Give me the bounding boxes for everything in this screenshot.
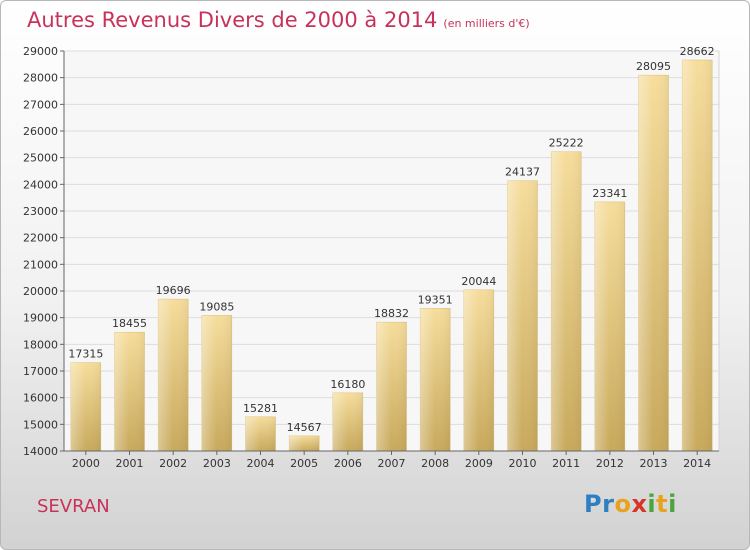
y-tick-label: 19000 <box>23 312 58 325</box>
y-tick-label: 17000 <box>23 365 58 378</box>
bar-value-label: 16180 <box>330 378 365 391</box>
bar-value-label: 24137 <box>505 166 540 179</box>
x-tick-label: 2011 <box>552 457 580 470</box>
x-tick-label: 2008 <box>421 457 449 470</box>
bar-value-label: 18455 <box>112 317 147 330</box>
bar-highlight <box>245 416 276 451</box>
bar-highlight <box>332 392 363 451</box>
y-tick-label: 26000 <box>23 125 58 138</box>
bar-highlight <box>463 289 494 451</box>
bar-highlight <box>114 332 145 451</box>
x-tick-label: 2013 <box>640 457 668 470</box>
bar-value-label: 19696 <box>156 284 191 297</box>
logo-letter: i <box>668 490 677 518</box>
y-tick-label: 27000 <box>23 98 58 111</box>
bar-value-label: 28095 <box>636 60 671 73</box>
bar-layer: 17315 18455 19696 19085 15281 14567 16180 18832… <box>68 45 715 452</box>
logo-letter: t <box>656 490 669 518</box>
x-tick-label: 2010 <box>509 457 537 470</box>
bar-value-label: 23341 <box>592 187 627 200</box>
y-tick-label: 25000 <box>23 152 58 165</box>
y-tick-label: 18000 <box>23 338 58 351</box>
bar-highlight <box>420 308 451 451</box>
logo-letter: o <box>614 490 632 518</box>
y-tick-label: 24000 <box>23 178 58 191</box>
logo-letter: x <box>631 490 648 518</box>
proxiti-logo: Proxiti <box>584 490 677 518</box>
logo-letter: i <box>647 490 657 518</box>
bar-value-label: 15281 <box>243 402 278 415</box>
bar-highlight <box>201 315 232 451</box>
bar-highlight <box>638 75 669 451</box>
x-tick-label: 2007 <box>378 457 406 470</box>
x-tick-label: 2002 <box>159 457 187 470</box>
bar-value-label: 14567 <box>287 421 322 434</box>
bar-value-label: 17315 <box>68 348 103 361</box>
y-tick-label: 22000 <box>23 232 58 245</box>
bar-value-label: 20044 <box>461 275 496 288</box>
x-tick-label: 2004 <box>247 457 275 470</box>
axis-layer: 14000 15000 16000 17000 18000 19000 20000 21000… <box>23 45 719 470</box>
x-tick-label: 2014 <box>683 457 711 470</box>
bar-highlight <box>289 435 320 451</box>
bar-highlight <box>682 60 713 451</box>
x-tick-label: 2009 <box>465 457 493 470</box>
y-tick-label: 23000 <box>23 205 58 218</box>
y-tick-label: 29000 <box>23 45 58 58</box>
x-tick-label: 2003 <box>203 457 231 470</box>
bar-highlight <box>594 201 625 451</box>
y-tick-label: 14000 <box>23 445 58 458</box>
bar-value-label: 25222 <box>549 137 584 150</box>
title-row: Autres Revenus Divers de 2000 à 2014 (en … <box>27 8 530 32</box>
y-tick-label: 28000 <box>23 72 58 85</box>
bar-highlight <box>551 151 582 451</box>
y-tick-label: 15000 <box>23 418 58 431</box>
y-tick-label: 16000 <box>23 392 58 405</box>
x-tick-label: 2000 <box>72 457 100 470</box>
x-tick-label: 2012 <box>596 457 624 470</box>
chart-unit: (en milliers d'€) <box>443 17 530 30</box>
bar-highlight <box>70 362 101 451</box>
bar-highlight <box>158 299 189 451</box>
logo-letter: P <box>584 490 603 518</box>
x-tick-label: 2006 <box>334 457 362 470</box>
y-tick-label: 21000 <box>23 258 58 271</box>
bar-highlight <box>507 180 538 451</box>
logo-letter: r <box>602 490 615 518</box>
bar-value-label: 28662 <box>680 45 715 58</box>
y-tick-label: 20000 <box>23 285 58 298</box>
commune-name: SEVRAN <box>37 496 110 517</box>
x-tick-label: 2001 <box>116 457 144 470</box>
bar-highlight <box>376 322 407 451</box>
bar-value-label: 19085 <box>199 300 234 313</box>
bar-value-label: 18832 <box>374 307 409 320</box>
chart-title: Autres Revenus Divers de 2000 à 2014 <box>27 8 438 32</box>
x-tick-label: 2005 <box>290 457 318 470</box>
bar-value-label: 19351 <box>418 293 453 306</box>
